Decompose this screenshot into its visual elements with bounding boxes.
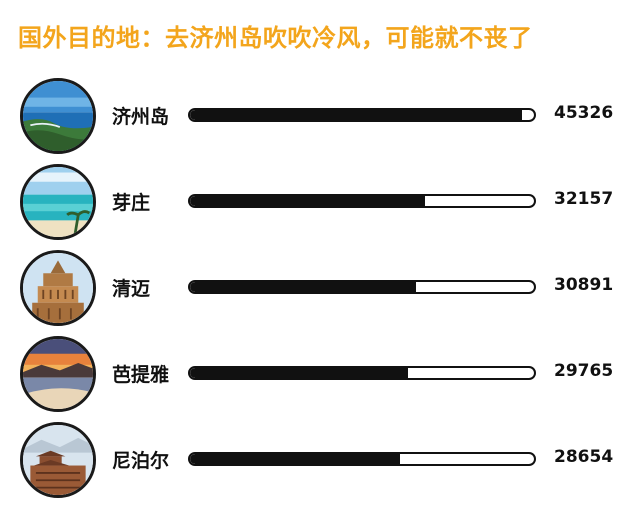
beach-lagoon-photo [20,164,96,240]
bar-track [188,452,536,466]
sunset-bay-photo [20,336,96,412]
bar [190,110,522,120]
chart-title: 国外目的地：去济州岛吹吹冷风，可能就不丧了 [18,24,533,52]
coastal-island-photo [20,78,96,154]
bar-track [188,366,536,380]
value-label: 30891 [554,275,614,295]
value-label: 45326 [554,103,614,123]
ranking-row: 尼泊尔 28654 [0,422,640,502]
value-label: 32157 [554,189,614,209]
bar-track [188,108,536,122]
ranking-row: 清迈 30891 [0,250,640,330]
ranking-row: 济州岛 45326 [0,78,640,158]
category-label: 清迈 [112,278,151,300]
temple-photo [20,250,96,326]
bar-track [188,194,536,208]
bar-track [188,280,536,294]
bar [190,196,426,206]
value-label: 28654 [554,447,614,467]
category-label: 芽庄 [112,192,151,214]
category-label: 芭提雅 [112,364,170,386]
pagoda-city-photo [20,422,96,498]
bar [190,282,417,292]
category-label: 尼泊尔 [112,450,170,472]
value-label: 29765 [554,361,614,381]
bar [190,454,400,464]
ranking-row: 芽庄 32157 [0,164,640,244]
bar [190,368,408,378]
category-label: 济州岛 [112,106,170,128]
ranking-row: 芭提雅 29765 [0,336,640,416]
